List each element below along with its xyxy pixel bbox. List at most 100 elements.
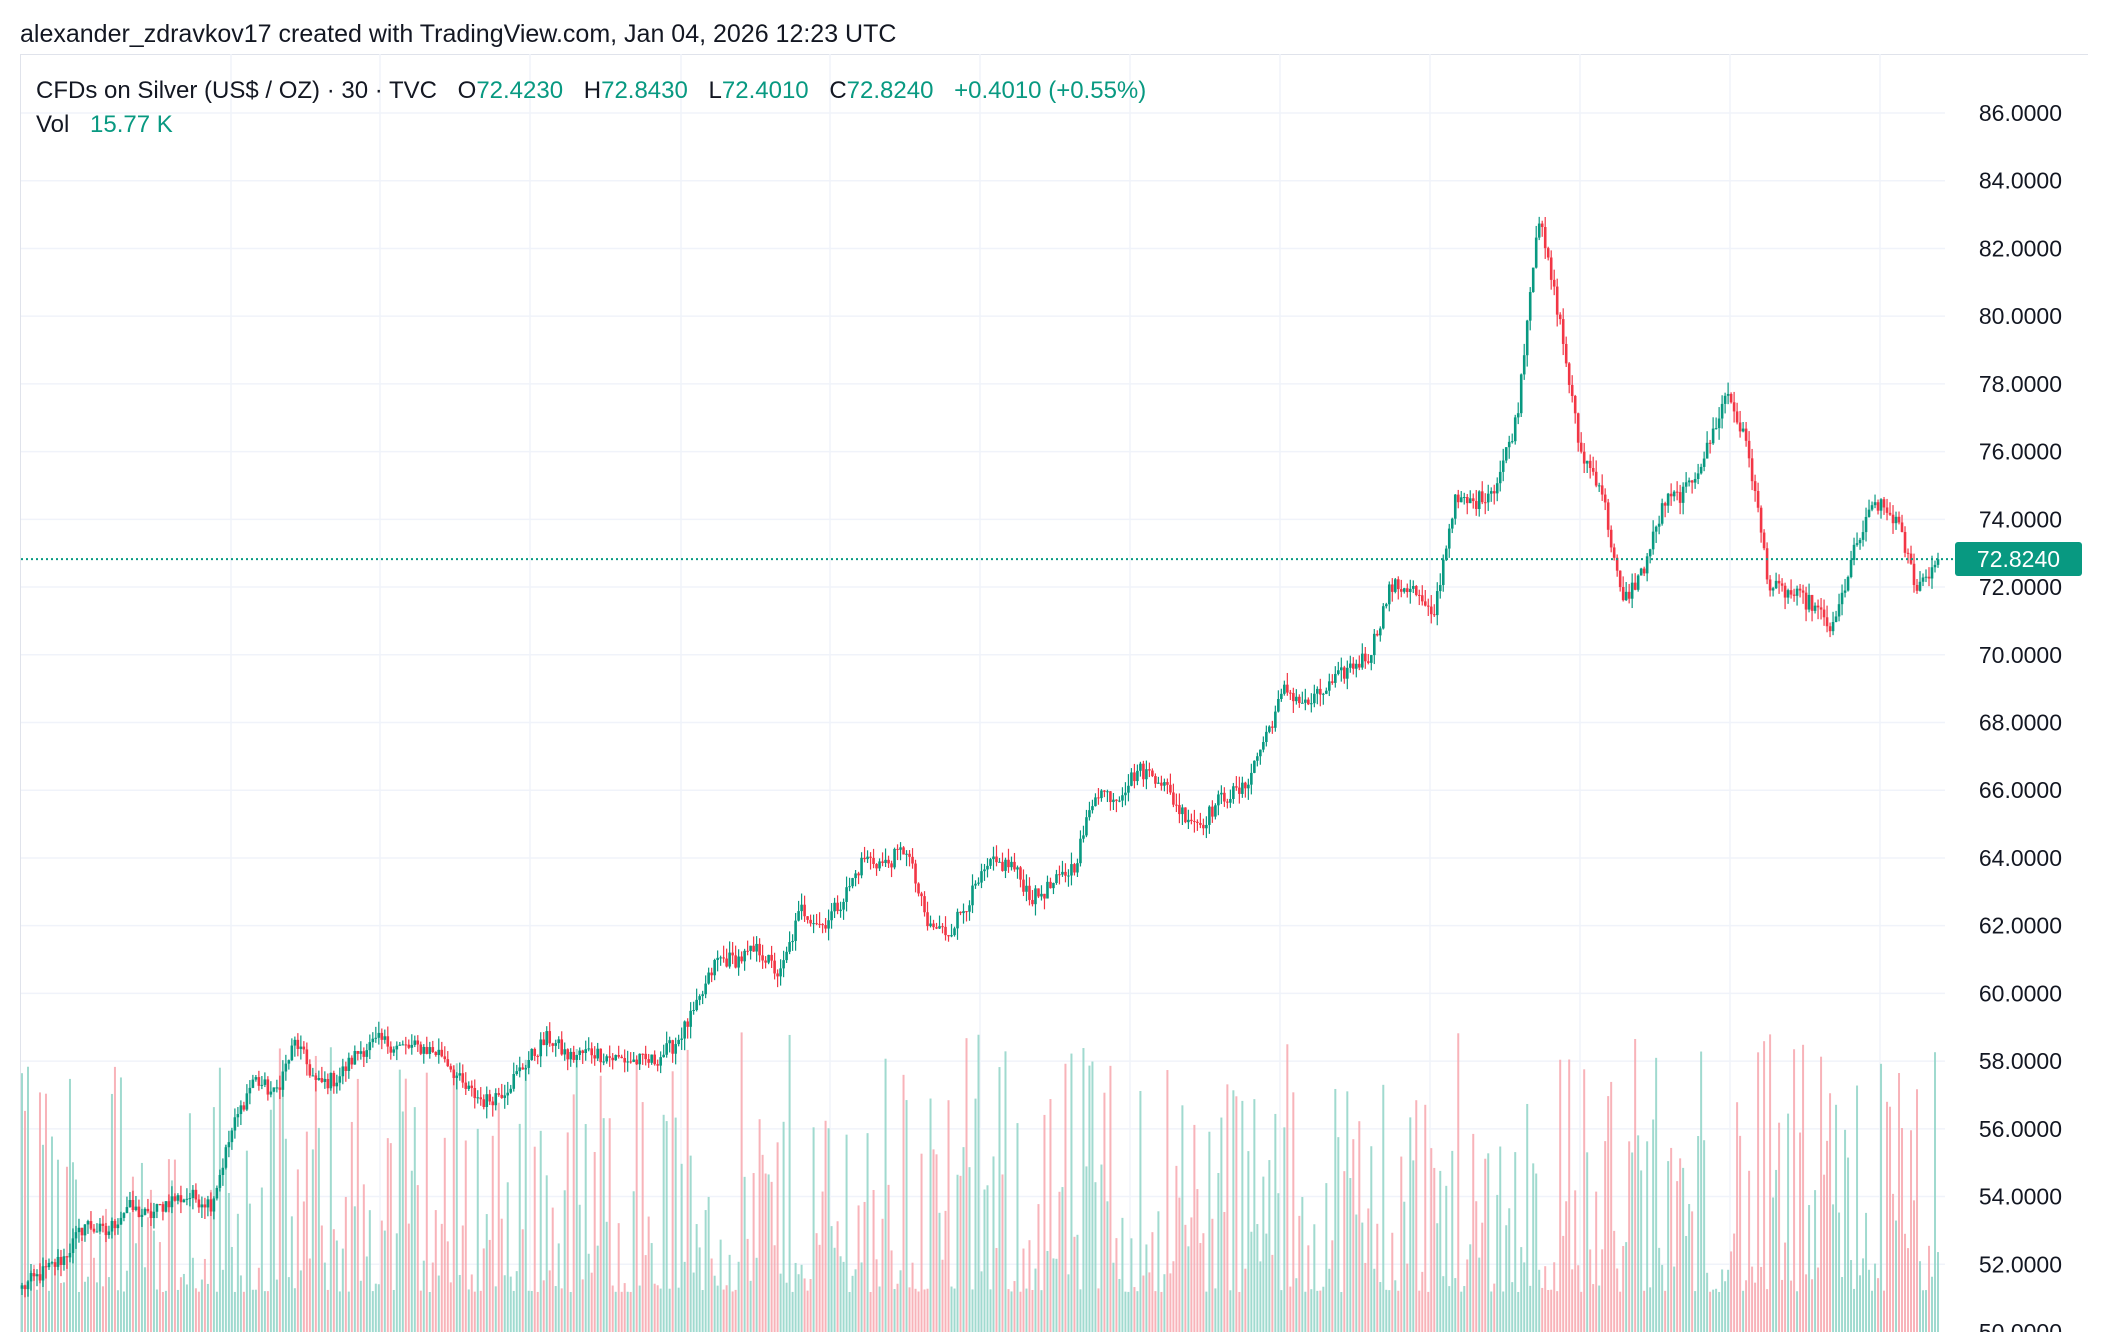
volume-bar [638,1285,641,1332]
volume-bar [794,1262,797,1332]
candle-body [1618,570,1622,588]
candle-body [149,1211,153,1219]
price-tick-label: 68.0000 [1979,710,2062,736]
volume-bar [1568,1059,1571,1332]
candle-body [272,1087,276,1092]
candle-body [1387,584,1391,605]
candle-body [773,960,776,974]
volume-bar [41,1144,44,1332]
volume-bar [818,1244,821,1332]
volume-bar [515,1271,518,1332]
candle-body [1843,590,1847,593]
candle-body [1669,493,1673,497]
candle-body [1585,460,1589,464]
candle-body [1801,590,1805,593]
volume-bar [1166,1070,1169,1332]
volume-bar [500,1218,503,1332]
candle-body [1858,539,1862,544]
volume-bar [560,1288,563,1332]
candle-body [1609,529,1613,548]
candle-body [1124,792,1127,796]
candle-body [1762,532,1766,549]
candle-body [134,1206,138,1210]
volume-bar [1169,1273,1172,1332]
chart-frame[interactable] [20,54,2088,1332]
candle-body [1292,693,1295,702]
volume-bar [1565,1201,1568,1332]
volume-bar [86,1276,89,1332]
candle-body [1334,673,1337,683]
candle-body [569,1051,573,1060]
candle-body [980,871,983,883]
candle-body [317,1078,321,1080]
volume-bar [599,1075,602,1332]
candle-body [1873,502,1877,506]
candle-body [305,1049,309,1065]
candle-body [1133,772,1136,782]
volume-bar [170,1180,173,1332]
candle-body [140,1214,144,1217]
candle-body [1136,770,1139,782]
candle-body [197,1199,201,1208]
volume-bar [1727,1269,1730,1332]
volume-bar [1928,1245,1931,1332]
candle-body [1232,786,1235,799]
candle-body [743,950,746,962]
volume-bar [410,1170,413,1332]
candle-body [959,911,962,914]
volume-bar [581,1279,584,1332]
candle-body [377,1032,381,1038]
candle-body [1103,790,1106,792]
volume-bar [1730,1251,1733,1332]
volume-bar [1490,1291,1493,1332]
volume-bar [1571,1269,1574,1332]
candle-body [764,960,767,963]
volume-bar [1679,1158,1682,1332]
volume-bar [854,1269,857,1332]
candle-body [389,1046,393,1053]
candle-body [1576,413,1580,443]
candle-body [1573,395,1577,414]
candle-body [731,952,734,956]
volume-bar [776,1142,779,1332]
candle-body [1648,549,1652,557]
candle-body [572,1051,576,1060]
volume-bar [98,1235,101,1332]
candle-body [1289,692,1292,694]
candle-body [1750,458,1754,482]
candle-body [467,1085,471,1089]
candle-body [1250,772,1253,785]
candle-body [1699,466,1703,474]
candle-body [794,920,797,941]
volume-bar [1289,1286,1292,1332]
symbol-title[interactable]: CFDs on Silver (US$ / OZ) · 30 · TVC [36,77,437,104]
volume-bar [1892,1193,1895,1332]
candle-body [659,1057,662,1066]
volume-bar [161,1292,164,1332]
volume-bar [785,1282,788,1332]
candle-body [1070,864,1073,876]
volume-bar [239,1275,242,1332]
volume-label[interactable]: Vol [36,111,70,138]
volume-bar [998,1067,1001,1332]
volume-bar [1133,1287,1136,1332]
candle-body [1927,576,1931,579]
volume-bar [614,1291,617,1332]
volume-bar [1130,1238,1133,1332]
volume-bar [1343,1171,1346,1332]
volume-bar [1691,1211,1694,1332]
candle-body [1223,792,1226,802]
volume-bar [698,1247,701,1332]
volume-bar [332,1229,335,1332]
candle-body [1825,617,1829,627]
volume-bar [1424,1104,1427,1332]
volume-bar [1514,1152,1517,1332]
volume-bar [1460,1291,1463,1332]
candle-body [1438,585,1442,592]
volume-bar [491,1135,494,1332]
candle-body [923,896,926,913]
volume-bar [1751,1266,1754,1332]
volume-bar [1934,1052,1937,1332]
volume-bar [386,1138,389,1332]
